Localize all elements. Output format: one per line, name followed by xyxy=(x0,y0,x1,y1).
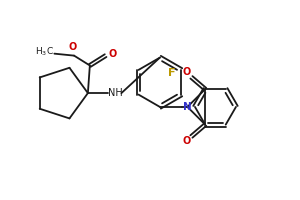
Text: O: O xyxy=(69,42,77,52)
Text: O: O xyxy=(182,136,190,146)
Text: NH: NH xyxy=(108,88,123,98)
Text: O: O xyxy=(109,49,117,59)
Text: H$_3$C: H$_3$C xyxy=(35,45,54,58)
Text: O: O xyxy=(182,67,190,77)
Text: F: F xyxy=(168,68,175,78)
Text: N: N xyxy=(183,102,192,112)
